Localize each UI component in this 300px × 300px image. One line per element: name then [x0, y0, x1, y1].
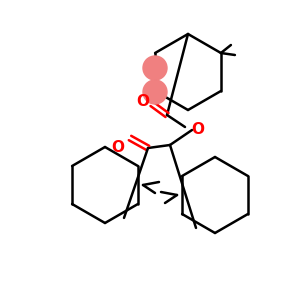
Text: O: O — [112, 140, 124, 155]
Text: O: O — [191, 122, 205, 137]
Text: O: O — [136, 94, 149, 110]
Circle shape — [143, 56, 167, 80]
Circle shape — [143, 80, 167, 104]
